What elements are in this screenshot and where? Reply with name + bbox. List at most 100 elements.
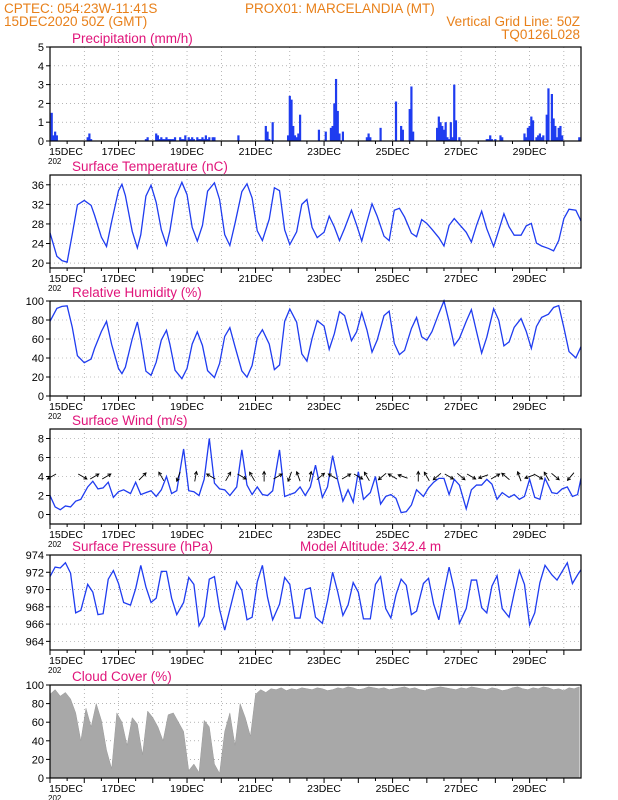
wind-frame: [49, 428, 582, 525]
precip-bar: [55, 135, 58, 141]
wind-vector-head: [347, 473, 352, 478]
precip-xtick-label: 29DEC: [513, 146, 547, 158]
header-model-code: TQ0126L028: [501, 27, 580, 42]
precip-bar: [559, 125, 562, 141]
precip-bar: [52, 135, 55, 141]
wind-vector-head: [423, 471, 428, 476]
rh-xtick-label: 29DEC: [513, 401, 547, 413]
wind-xtick-label: 29DEC: [513, 529, 547, 541]
precip-bar: [437, 116, 440, 141]
header-station: CPTEC: 054:23W-11:41S: [4, 1, 158, 16]
wind-xtick-label: 27DEC: [444, 529, 478, 541]
precip-bar: [561, 135, 564, 141]
precip-bar: [293, 135, 297, 141]
precip-bar: [394, 101, 398, 141]
precip-bar: [525, 137, 528, 141]
pres-ytick-label: 970: [26, 585, 44, 597]
temp-ytick-label: 24: [32, 239, 44, 251]
wind-vector-shaft: [296, 471, 301, 482]
wind-vector-shaft: [567, 472, 575, 481]
precip-bar: [538, 133, 541, 141]
wind-vector-head: [295, 470, 300, 476]
cloud-frame: [49, 684, 582, 779]
wind-vector-shaft: [423, 471, 430, 482]
rh-xtick-label: 19DEC: [170, 401, 204, 413]
precip-bar: [192, 139, 195, 141]
temp-frame: [49, 174, 582, 269]
wind-year-label: 202: [48, 540, 62, 549]
precip-bar: [379, 127, 382, 141]
pres-xtick-label: 17DEC: [102, 655, 136, 667]
precip-bar: [201, 137, 204, 141]
precip-bar: [537, 135, 540, 141]
precip-bar: [206, 139, 209, 141]
pres-ytick-label: 974: [26, 550, 44, 562]
cloud-cover-area: [49, 686, 580, 779]
header-grid-line: Vertical Grid Line: 50Z: [446, 14, 580, 29]
precip-bar: [290, 99, 293, 141]
precip-bar: [184, 135, 187, 141]
wind-vector-head: [501, 472, 506, 477]
precip-bar: [442, 129, 446, 141]
temp-xtick-label: 25DEC: [376, 273, 410, 285]
wind-vector-head: [359, 475, 364, 480]
precip-bar: [204, 135, 207, 141]
pres-ytick-label: 968: [26, 602, 44, 614]
wind-vector-shaft: [466, 473, 476, 480]
cloud-xtick-label: 27DEC: [444, 783, 478, 795]
precip-bar: [146, 137, 149, 141]
precip-bar: [490, 139, 494, 141]
precip-bar: [90, 139, 93, 141]
rh-ytick-label: 0: [38, 391, 44, 403]
precip-bar: [499, 135, 502, 141]
precip-bar: [341, 131, 345, 141]
precip-bar: [523, 133, 526, 141]
precip-ytick-label: 2: [38, 98, 44, 110]
cloud-xtick-label: 17DEC: [102, 783, 136, 795]
precip-bar: [550, 94, 553, 141]
wind-vector-shaft: [316, 472, 325, 481]
precip-bar: [400, 125, 403, 141]
wind-vector-head: [242, 475, 247, 480]
pres-xtick-label: 25DEC: [376, 655, 410, 667]
precip-bar: [50, 112, 53, 141]
pres-ytick-label: 964: [26, 636, 44, 648]
wind-vector-shaft: [533, 473, 543, 480]
cloud-xtick-label: 21DEC: [239, 783, 273, 795]
pres-xtick-label: 29DEC: [513, 655, 547, 667]
rh-xtick-label: 25DEC: [376, 401, 410, 413]
pres-xtick-label: 21DEC: [239, 655, 273, 667]
precip-bar: [197, 139, 201, 141]
precip-bar: [448, 139, 451, 141]
precip-bar: [271, 122, 274, 141]
precip-bar: [237, 135, 240, 141]
temp-xtick-label: 15DEC: [49, 273, 83, 285]
cloud-xtick-label: 15DEC: [49, 783, 83, 795]
wind-vector-shaft: [378, 472, 387, 481]
precip-bar: [266, 131, 269, 141]
precip-bar: [487, 139, 490, 141]
wind-vector-shaft: [444, 473, 454, 480]
precip-bar: [578, 137, 581, 141]
wind-vector-head: [158, 471, 163, 476]
rh-title: Relative Humidity (%): [72, 285, 202, 300]
wind-vector-head: [516, 470, 521, 476]
cloud-title: Cloud Cover (%): [72, 669, 172, 684]
precip-ytick-label: 0: [38, 136, 44, 148]
wind-vector-head: [416, 470, 421, 475]
wind-vector-head: [327, 473, 332, 478]
precip-bar: [160, 137, 163, 141]
temp-xtick-label: 19DEC: [170, 273, 204, 285]
temp-ytick-label: 20: [32, 258, 44, 270]
precip-bar: [292, 125, 295, 141]
temp-line: [49, 180, 582, 263]
wind-vector-shaft: [543, 471, 550, 482]
precip-bar: [451, 137, 454, 141]
temp-title: Surface Temperature (nC): [72, 159, 228, 174]
precip-bar: [182, 139, 185, 141]
precip-bar: [191, 137, 194, 141]
rh-xtick-label: 21DEC: [239, 401, 273, 413]
temp-year-label: 202: [48, 284, 62, 293]
rh-ytick-label: 80: [32, 315, 44, 327]
wind-vector-shaft: [388, 473, 398, 480]
